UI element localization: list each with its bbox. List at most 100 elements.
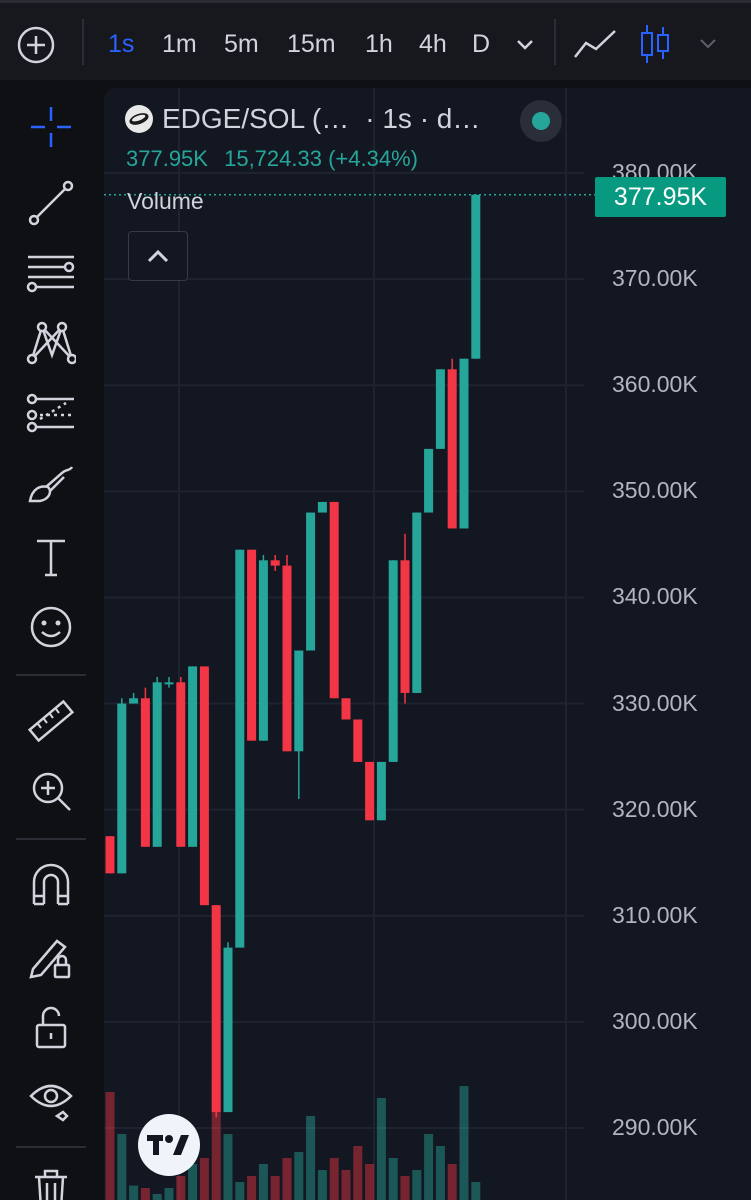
candle-body[interactable] xyxy=(471,194,481,359)
volume-bar xyxy=(270,1176,280,1200)
candle-body[interactable] xyxy=(447,369,457,529)
text-icon[interactable] xyxy=(22,528,80,586)
volume-bar xyxy=(140,1188,150,1200)
top-toolbar: 1s 1m 5m 15m 1h 4h D xyxy=(0,0,751,80)
volume-bar xyxy=(376,1098,386,1200)
ruler-icon[interactable] xyxy=(22,692,80,750)
last-price: 377.95K xyxy=(126,146,208,171)
candle-body[interactable] xyxy=(282,565,292,752)
legend-title[interactable]: EDGE/SOL (… · 1s · d… xyxy=(124,100,480,138)
timeframe-1m[interactable]: 1m xyxy=(162,30,197,58)
collapse-legend-button[interactable] xyxy=(128,231,188,281)
candle-body[interactable] xyxy=(105,836,115,874)
candle-body[interactable] xyxy=(317,501,327,513)
candle-body[interactable] xyxy=(435,369,445,449)
market-status-icon[interactable] xyxy=(520,100,562,142)
candle-body[interactable] xyxy=(294,650,304,752)
volume-bar xyxy=(164,1188,174,1200)
candle-body[interactable] xyxy=(140,698,150,847)
price-change: 15,724.33 (+4.34%) xyxy=(224,146,418,171)
volume-bar xyxy=(176,1176,186,1200)
tradingview-logo-icon[interactable] xyxy=(138,1114,200,1176)
candle-body[interactable] xyxy=(270,560,280,566)
price-axis-tick: 360.00K xyxy=(612,371,698,398)
volume-bar xyxy=(447,1164,457,1200)
trash-icon[interactable] xyxy=(22,1160,80,1200)
candle-body[interactable] xyxy=(400,560,410,693)
symbol-name[interactable]: EDGE/SOL (… xyxy=(162,103,350,134)
candle-body[interactable] xyxy=(176,682,186,847)
last-price-tag: 377.95K xyxy=(595,177,726,217)
volume-bar xyxy=(223,1134,233,1200)
volume-bar xyxy=(353,1146,363,1200)
timeframe-5m[interactable]: 5m xyxy=(224,30,259,58)
drawing-toolbar xyxy=(0,80,100,1200)
candle-body[interactable] xyxy=(365,761,375,821)
timeframe-D[interactable]: D xyxy=(472,30,491,58)
crosshair-icon[interactable] xyxy=(22,98,80,156)
price-axis-tick: 340.00K xyxy=(612,583,698,610)
lock-drawing-icon[interactable] xyxy=(22,928,80,986)
volume-bar xyxy=(247,1176,257,1200)
zoom-in-icon[interactable] xyxy=(22,762,80,820)
chevron-up-icon xyxy=(147,249,169,263)
legend-timeframe: · 1s · d… xyxy=(365,103,481,134)
chevron-down-icon[interactable] xyxy=(514,33,536,55)
candle-body[interactable] xyxy=(329,501,339,699)
candle-body[interactable] xyxy=(152,682,162,847)
magnet-icon[interactable] xyxy=(22,856,80,914)
candle-body[interactable] xyxy=(117,703,127,874)
pattern-icon[interactable] xyxy=(22,314,80,372)
candle-body[interactable] xyxy=(247,549,257,741)
eye-icon[interactable] xyxy=(22,1070,80,1128)
candle-body[interactable] xyxy=(459,358,469,529)
volume-bar xyxy=(105,1092,115,1200)
unlock-icon[interactable] xyxy=(22,998,80,1056)
volume-bar xyxy=(235,1182,245,1200)
candle-body[interactable] xyxy=(388,560,398,762)
candle-body[interactable] xyxy=(129,698,139,704)
volume-bar xyxy=(412,1170,422,1200)
candle-body[interactable] xyxy=(199,666,209,906)
timeframe-1s[interactable]: 1s xyxy=(108,30,135,58)
timeframe-1h[interactable]: 1h xyxy=(365,30,393,58)
candle-body[interactable] xyxy=(306,512,316,651)
volume-bar xyxy=(365,1164,375,1200)
plus-circle-icon[interactable] xyxy=(16,25,56,65)
volume-label: Volume xyxy=(127,188,204,214)
volume-bar xyxy=(294,1152,304,1200)
token-logo-icon xyxy=(125,105,153,133)
volume-bar xyxy=(199,1158,209,1200)
candle-body[interactable] xyxy=(353,719,363,762)
price-axis-tick: 300.00K xyxy=(612,1007,698,1034)
projection-icon[interactable] xyxy=(22,384,80,442)
timeframe-4h[interactable]: 4h xyxy=(419,30,447,58)
line-chart-icon[interactable] xyxy=(572,27,618,61)
chevron-down-icon[interactable] xyxy=(698,35,718,53)
candles-icon[interactable] xyxy=(638,23,672,65)
volume-bar xyxy=(329,1158,339,1200)
candle-body[interactable] xyxy=(235,549,245,948)
candle-body[interactable] xyxy=(412,512,422,693)
emoji-icon[interactable] xyxy=(22,598,80,656)
candle-body[interactable] xyxy=(424,448,434,513)
candle-body[interactable] xyxy=(211,905,221,1113)
volume-bar xyxy=(388,1158,398,1200)
candle-body[interactable] xyxy=(223,947,233,1113)
candle-body[interactable] xyxy=(341,698,351,720)
volume-bar xyxy=(152,1194,162,1200)
price-axis-tick: 310.00K xyxy=(612,901,698,928)
timeframe-15m[interactable]: 15m xyxy=(287,30,336,58)
candle-body[interactable] xyxy=(188,666,198,847)
volume-bar xyxy=(188,1164,198,1200)
candle-body[interactable] xyxy=(258,560,268,741)
horizontal-lines-icon[interactable] xyxy=(22,244,80,302)
chart-pane[interactable]: EDGE/SOL (… · 1s · d… 377.95K 15,724.33 … xyxy=(104,88,751,1200)
volume-bar xyxy=(341,1170,351,1200)
brush-icon[interactable] xyxy=(22,456,80,514)
trend-line-icon[interactable] xyxy=(22,174,80,232)
volume-bar xyxy=(129,1185,139,1200)
candle-body[interactable] xyxy=(376,761,386,821)
price-axis-tick: 290.00K xyxy=(612,1114,698,1140)
candle-body[interactable] xyxy=(164,682,174,685)
